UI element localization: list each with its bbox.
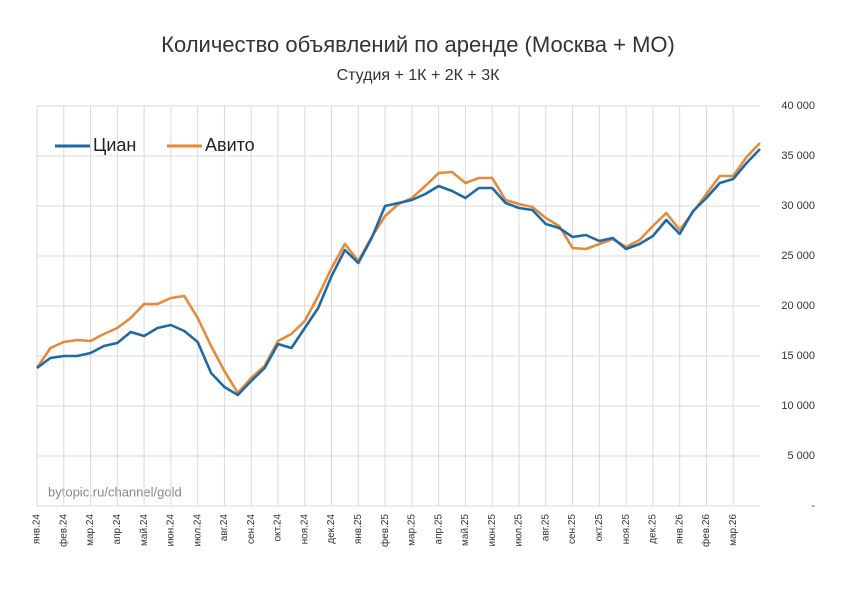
x-tick-label: авг.24	[219, 514, 230, 542]
y-tick-label: 5 000	[787, 450, 815, 462]
x-tick-label: мар.24	[85, 514, 96, 546]
x-tick-label: ноя.24	[299, 514, 310, 545]
x-tick-label: окт.25	[594, 514, 605, 542]
x-tick-label: июн.25	[487, 514, 498, 547]
x-tick-label: фев.26	[700, 514, 712, 547]
x-tick-label: авг.25	[540, 514, 551, 542]
legend-label: Авито	[205, 135, 255, 155]
grid	[36, 105, 760, 507]
y-tick-label: 25 000	[781, 250, 815, 262]
x-tick-label: сен.25	[567, 514, 578, 544]
x-tick-label: мар.25	[407, 514, 418, 546]
x-tick-label: июн.24	[166, 514, 177, 547]
x-tick-label: янв.26	[674, 514, 685, 545]
y-tick-label: 15 000	[781, 350, 815, 362]
x-tick-label: сен.24	[246, 514, 257, 544]
watermark: bytopic.ru/channel/gold	[48, 484, 182, 499]
x-tick-label: окт.24	[273, 514, 284, 542]
chart-title: Количество объявлений по аренде (Москва …	[161, 32, 675, 57]
y-tick-label: -	[811, 500, 815, 512]
x-tick-label: апр.24	[112, 514, 123, 545]
x-tick-label: июл.25	[514, 514, 525, 547]
x-tick-label: янв.25	[353, 514, 364, 545]
x-tick-label: май.25	[460, 514, 471, 546]
x-tick-label: дек.25	[648, 514, 659, 544]
y-tick-label: 20 000	[781, 300, 815, 312]
x-tick-label: мар.26	[728, 514, 739, 546]
line	[36, 148, 761, 397]
y-tick-label: 40 000	[781, 100, 815, 112]
x-tick-label: май.24	[139, 514, 150, 546]
x-tick-label: фев.24	[57, 514, 69, 547]
y-tick-label: 10 000	[781, 400, 815, 412]
x-tick-label: дек.24	[326, 514, 337, 544]
x-tick-label: фев.25	[379, 514, 391, 547]
x-tick-label: ноя.25	[621, 514, 632, 545]
x-tick-label: янв.24	[32, 514, 43, 545]
x-tick-label: апр.25	[433, 514, 444, 545]
chart-subtitle: Студия + 1К + 2К + 3К	[337, 67, 501, 84]
legend-label: Циан	[93, 135, 136, 155]
y-tick-label: 35 000	[781, 150, 815, 162]
y-tick-label: 30 000	[781, 200, 815, 212]
x-tick-label: июл.24	[192, 514, 203, 547]
